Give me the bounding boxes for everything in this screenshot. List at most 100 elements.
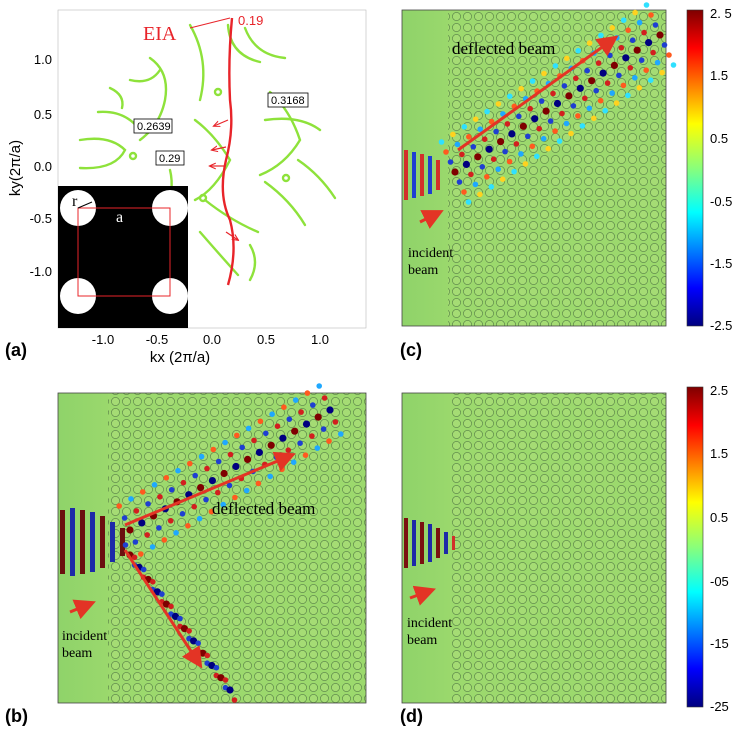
field-spot (208, 661, 216, 670)
panel-d-incident-label-2: beam (407, 633, 437, 648)
field-spot (516, 113, 522, 120)
field-spot (584, 67, 590, 74)
field-spot (208, 477, 216, 485)
field-spot (138, 551, 144, 557)
field-spot (545, 145, 551, 152)
x-tick: -0.5 (146, 332, 168, 347)
field-spot (461, 189, 467, 195)
field-spot (553, 99, 562, 108)
field-spot (591, 115, 597, 122)
field-spot (632, 9, 638, 16)
field-spot (508, 130, 516, 138)
unit-cell-inset: r a (58, 186, 188, 328)
field-spot (144, 532, 150, 538)
field-spot (488, 118, 495, 125)
field-spot (210, 446, 217, 453)
field-spot (641, 29, 647, 36)
inset-r-label: r (72, 193, 78, 210)
field-spot (625, 92, 631, 99)
field-spot (263, 430, 269, 437)
contour-label-2639: 0.2639 (133, 118, 173, 134)
field-spot (497, 138, 505, 146)
field-spot (643, 2, 650, 8)
field-spot (529, 78, 536, 84)
contour-label-29: 0.29 (155, 150, 185, 166)
eia-value: 0.19 (238, 13, 263, 28)
field-spot (518, 85, 524, 92)
cbar-tick: -25 (710, 699, 729, 714)
field-spot (338, 431, 344, 437)
field-spot (245, 425, 252, 432)
panel-b-incident-wave (60, 508, 125, 576)
field-spot (162, 600, 170, 608)
field-spot (613, 100, 620, 106)
field-spot (518, 151, 524, 157)
field-spot (285, 447, 292, 454)
field-spot (456, 179, 463, 185)
field-spot (632, 75, 638, 81)
panel-d-incident-wave (404, 518, 455, 568)
field-spot (291, 427, 299, 435)
field-spot (477, 126, 484, 132)
field-spot (661, 42, 668, 48)
field-spot (633, 46, 641, 54)
field-spot (151, 482, 158, 488)
field-spot (597, 97, 604, 104)
field-spot (121, 515, 128, 521)
contour-label-3168: 0.3168 (267, 92, 309, 108)
x-tick: 0.0 (203, 332, 221, 347)
field-spot (561, 83, 568, 89)
field-spot (321, 395, 328, 401)
field-spot (607, 52, 613, 59)
field-spot (197, 484, 205, 492)
field-spot (504, 121, 511, 127)
panel-c-incident-label-1: incident (408, 246, 453, 261)
field-spot (604, 80, 611, 86)
field-spot (670, 62, 677, 68)
field-spot (602, 107, 608, 114)
field-spot (279, 434, 287, 442)
field-spot (511, 168, 517, 175)
field-spot (541, 70, 547, 77)
field-spot (454, 141, 461, 148)
field-spot (643, 67, 649, 73)
field-spot (126, 526, 134, 534)
field-spot (198, 453, 205, 460)
field-spot (314, 413, 322, 421)
field-spot (145, 501, 151, 507)
field-spot (222, 677, 229, 683)
field-spot (610, 61, 619, 69)
field-spot (484, 174, 490, 180)
cbar-tick: 1.5 (710, 68, 728, 83)
field-spot (565, 92, 573, 100)
field-spot (279, 466, 285, 473)
field-spot (314, 445, 321, 451)
field-spot (213, 664, 220, 671)
field-spot (292, 397, 299, 403)
field-spot (568, 130, 574, 137)
field-spot (257, 418, 264, 425)
field-spot (217, 674, 225, 682)
field-spot (499, 176, 506, 182)
field-spot (622, 54, 630, 62)
field-spot (525, 133, 531, 140)
field-spot (231, 697, 238, 703)
panel-c-deflected-field (438, 2, 677, 205)
field-spot (222, 439, 228, 446)
field-spot (529, 143, 536, 150)
field-spot (298, 409, 304, 415)
field-spot (459, 151, 465, 158)
field-spot (128, 496, 134, 502)
panel-d-lattice (450, 393, 666, 703)
field-spot (316, 383, 323, 389)
contour-label-29-text: 0.29 (159, 153, 180, 165)
cbar-tick: -2.5 (710, 318, 732, 333)
field-spot (620, 17, 627, 24)
inset-a-label: a (116, 209, 123, 226)
colorbar-d (686, 386, 704, 708)
field-spot (519, 122, 527, 130)
field-spot (309, 433, 315, 439)
field-spot (542, 107, 550, 115)
field-spot (226, 482, 233, 489)
